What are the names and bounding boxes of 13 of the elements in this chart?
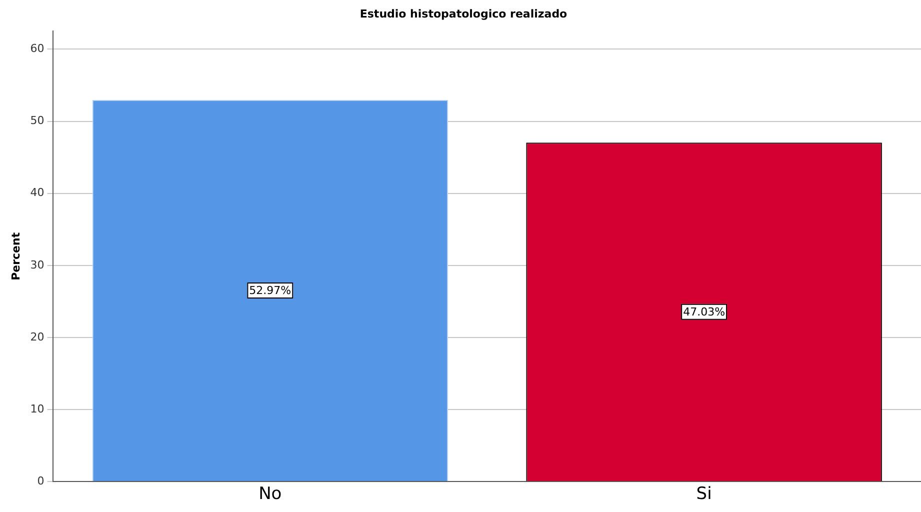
data-label: 52.97%	[249, 284, 292, 297]
x-tick-label: Si	[696, 484, 712, 504]
y-tick-label: 50	[30, 114, 44, 128]
y-tick-label: 60	[30, 42, 44, 56]
data-label: 47.03%	[683, 305, 726, 318]
y-tick-label: 40	[30, 186, 44, 200]
x-tick-label: No	[258, 484, 282, 504]
chart-title: Estudio histopatologico realizado	[360, 7, 568, 20]
y-tick-label: 10	[30, 402, 44, 416]
y-tick-label: 30	[30, 258, 44, 272]
y-tick-label: 20	[30, 330, 44, 344]
y-tick-label: 0	[37, 474, 44, 488]
y-axis-title: Percent	[9, 232, 22, 280]
